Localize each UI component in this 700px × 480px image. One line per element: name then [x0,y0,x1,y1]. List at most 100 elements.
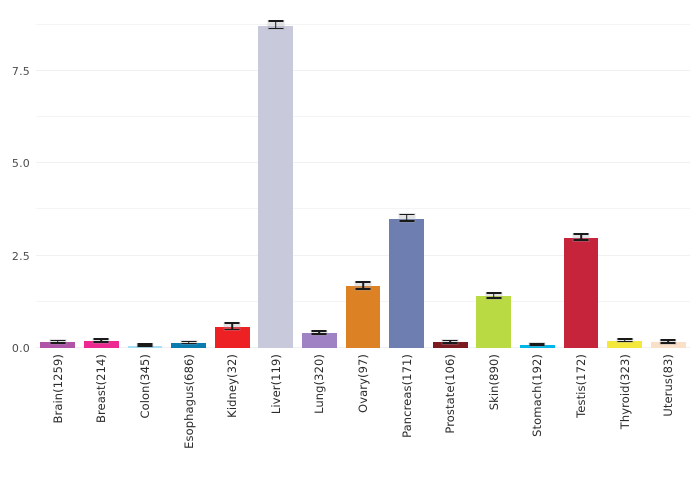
bar[interactable] [563,237,599,348]
error-bar-cap-lower [573,239,589,241]
error-bar-cap-lower [224,328,240,331]
error-bar [493,293,495,299]
bar[interactable] [476,296,512,348]
bar-group[interactable] [389,8,425,348]
error-bar-cap-lower [399,220,415,222]
error-bar-cap-lower [311,333,327,335]
error-bar-cap-lower [486,297,502,299]
error-bar-cap-lower [50,341,66,344]
bar-group[interactable] [40,8,76,348]
bar-group[interactable] [519,8,555,348]
bar-group[interactable] [476,8,512,348]
gridline [36,254,690,256]
error-bar-cap-upper [355,281,371,283]
error-bar-cap-upper [660,339,676,341]
x-axis-tick-label: Ovary(97) [355,354,370,413]
error-bar-cap-lower [93,341,109,343]
x-axis-tick: Colon(345) [123,352,167,480]
error-bar-cap-upper [224,322,240,324]
error-bar-cap-lower [660,342,676,344]
bar[interactable] [40,342,76,348]
x-axis-tick-label: Testis(172) [573,354,588,418]
bar[interactable] [607,340,643,348]
error-bar-cap-upper [399,213,415,216]
bar-group[interactable] [214,8,250,348]
y-axis-tick-label: 5.0 [11,157,30,171]
error-bar-cap-lower [529,344,545,346]
x-axis-tick-label: Uterus(83) [661,354,676,417]
x-axis-tick: Skin(890) [472,352,516,480]
gridline [36,208,690,210]
x-axis-tick: Esophagus(686) [167,352,211,480]
bar[interactable] [214,326,250,348]
gridline [36,23,690,25]
bar-group[interactable] [258,8,294,348]
x-axis-tick-label: Thyroid(323) [617,354,632,430]
error-bar [405,215,408,222]
bar[interactable] [83,341,119,348]
error-bar-cap-upper [93,338,109,340]
bar[interactable] [258,25,294,348]
y-axis-tick-label: 0.0 [11,342,30,355]
bar-group[interactable] [301,8,337,348]
y-axis-tick-label: 2.5 [11,249,30,263]
error-bar-cap-upper [442,339,458,342]
bar-group[interactable] [345,8,381,348]
x-axis-tick-label: Stomach(192) [530,354,545,437]
error-bar [362,282,364,290]
x-axis-tick: Brain(1259) [36,352,80,480]
x-axis-tick: Breast(214) [80,352,124,480]
error-bar-cap-upper [137,343,153,346]
bar-group[interactable] [432,8,468,348]
error-bar-cap-lower [137,344,153,347]
x-axis-tick: Uterus(83) [646,352,690,480]
bar[interactable] [345,286,381,348]
x-axis-tick: Ovary(97) [341,352,385,480]
bar-series [36,8,690,348]
gridline [36,162,690,164]
x-axis-tick: Testis(172) [559,352,603,480]
error-bar [231,323,233,331]
bar-group[interactable] [127,8,163,348]
x-axis-tick-label: Breast(214) [94,354,109,424]
error-bar [580,234,582,241]
error-bar-cap-lower [442,341,458,344]
x-axis-tick-label: Lung(320) [312,354,327,414]
x-axis-tick: Prostate(106) [428,352,472,480]
x-axis-tick-label: Prostate(106) [443,354,458,434]
x-axis-tick: Kidney(32) [210,352,254,480]
error-bar-cap-lower [617,340,633,343]
gridline [36,116,690,118]
bar[interactable] [301,333,337,348]
x-axis-tick-label: Brain(1259) [50,354,65,424]
error-bar-cap-lower [355,288,371,290]
bar-group[interactable] [563,8,599,348]
error-bar-cap-upper [268,20,284,23]
x-axis-tick: Liver(119) [254,352,298,480]
bar-group[interactable] [650,8,686,348]
x-axis-tick: Thyroid(323) [603,352,647,480]
bar[interactable] [171,343,207,348]
x-axis-tick: Lung(320) [298,352,342,480]
bar[interactable] [432,342,468,348]
x-axis-tick-label: Pancreas(171) [399,354,414,438]
bar-group[interactable] [171,8,207,348]
bar[interactable] [650,342,686,348]
x-axis-tick-label: Skin(890) [486,354,501,411]
x-axis-tick-labels: Brain(1259) Breast(214) Colon(345) Esophagu… [36,352,690,480]
bar[interactable] [389,218,425,348]
error-bar-cap-upper [617,337,633,340]
error-bar-cap-lower [181,342,197,345]
bar-group[interactable] [83,8,119,348]
bar[interactable] [127,345,163,348]
error-bar-cap-upper [573,233,589,235]
error-bar-cap-lower [268,27,284,30]
error-bar-cap-upper [529,342,545,345]
bar-group[interactable] [607,8,643,348]
bar[interactable] [519,345,555,348]
error-bar-cap-upper [311,330,327,332]
x-axis-tick-label: Esophagus(686) [181,354,196,449]
error-bar-cap-upper [50,339,66,342]
x-axis-tick: Stomach(192) [516,352,560,480]
x-axis-tick-label: Liver(119) [268,354,283,415]
